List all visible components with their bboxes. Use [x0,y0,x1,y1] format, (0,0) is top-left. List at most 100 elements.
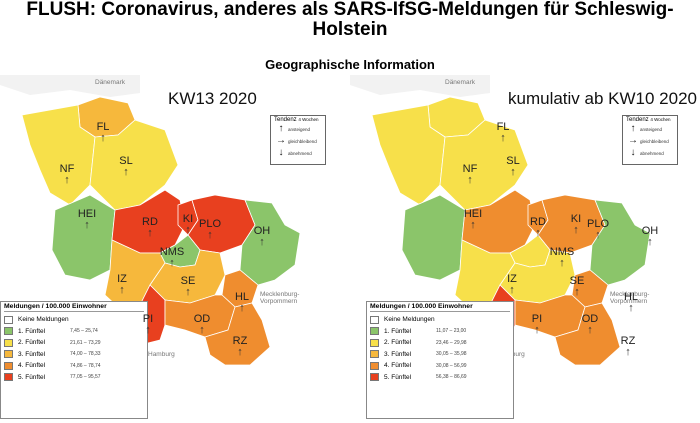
district-code: RD [530,216,546,228]
label-denmark: Dänemark [445,79,475,86]
district-code: NF [59,163,75,175]
trend-arrow-icon: ↑ [509,284,515,296]
arrow-up-icon: ↑ [630,123,636,134]
tendency-row-up: ↑ ansteigend [274,123,322,135]
trend-arrow-icon: ↑ [500,132,506,144]
district-code: RZ [620,335,636,347]
district-RZ [554,302,621,366]
legend-swatch [370,361,379,370]
district-code: HEI [463,208,483,220]
choropleth-map-cumulative [350,75,651,366]
trend-arrow-icon: ↑ [595,229,601,241]
tendency-label: ansteigend [288,126,311,132]
legend-row-q5: 5. Fünftel 77,05 – 95,57 [4,372,144,384]
tendency-label: gleichbleibend [288,138,317,144]
trend-arrow-icon: ↑ [535,227,541,239]
trend-arrow-icon: ↑ [64,174,70,186]
district-PLO [537,194,606,254]
district-label-FL: FL ↑ [97,122,110,144]
district-label-KI: KI ↑ [183,214,193,236]
trend-arrow-icon: ↑ [467,174,473,186]
district-PLO [187,194,256,254]
legend-range: 77,05 – 95,57 [70,374,101,381]
trend-arrow-icon: ↑ [239,302,245,314]
tendency-row-flat: → gleichbleibend [274,135,322,147]
tendency-label: ansteigend [640,126,663,132]
district-code: NMS [159,246,185,258]
legend-swatch [370,373,379,382]
tendency-row-down: ↓ abnehmend [274,147,322,159]
district-code: SE [180,275,196,287]
legend-row-q2: 2. Fünftel 21,61 – 73,29 [4,337,144,349]
district-label-PLO: PLO ↑ [199,219,221,241]
district-code: PI [531,313,543,325]
tendency-label: abnehmend [640,150,664,156]
trend-arrow-icon: ↑ [574,286,580,298]
legend-label: Keine Meldungen [384,316,435,324]
district-code: RZ [232,335,248,347]
legend-row-q5: 5. Fünftel 56,38 – 86,69 [370,372,510,384]
district-code: NF [462,163,478,175]
trend-arrow-icon: ↑ [628,302,634,314]
district-code: OD [193,313,211,325]
arrow-up-icon: ↑ [278,123,284,134]
trend-arrow-icon: ↑ [123,166,129,178]
district-label-OD: OD ↑ [582,314,599,336]
trend-arrow-icon: ↑ [587,324,593,336]
trend-arrow-icon: ↑ [147,227,153,239]
legend-range: 21,61 – 73,29 [70,339,101,346]
trend-arrow-icon: ↑ [185,224,191,236]
district-HEI [401,194,466,281]
district-code: FL [496,121,510,133]
legend-swatch [4,338,13,347]
district-code: NMS [549,246,575,258]
district-label-PI: PI ↑ [143,314,153,336]
district-code: SE [569,275,585,287]
tendency-legend: Tendenz 4 Wochen ↑ ansteigend → gleichblei… [622,115,678,165]
district-label-NF: NF ↑ [60,164,75,186]
district-label-OD: OD ↑ [194,314,211,336]
legend-swatch [370,327,379,336]
legend-swatch [4,373,13,382]
legend-swatch [370,315,379,324]
choropleth-map-kw13 [0,75,301,366]
tendency-title-text: Tendenz [274,117,297,123]
district-label-HL: HL ↑ [235,292,249,314]
legend-label: Keine Meldungen [18,316,69,324]
arrow-down-icon: ↓ [630,147,636,158]
district-NF [21,104,96,206]
district-label-PI: PI ↑ [532,314,542,336]
district-label-SE: SE ↑ [181,276,196,298]
legend-label: 2. Fünftel [18,339,46,347]
legend-row-q1: 1. Fünftel 7,45 – 25,74 [4,326,144,338]
legend-range: 74,86 – 78,74 [70,362,101,369]
trend-arrow-icon: ↑ [185,286,191,298]
district-label-HL: HL ↑ [624,292,638,314]
trend-arrow-icon: ↑ [145,324,151,336]
district-label-HEI: HEI ↑ [464,209,482,231]
label-mv: Mecklenburg-Vorpommern [610,291,650,305]
district-label-SL: SL ↑ [506,156,519,178]
label-mv: Mecklenburg-Vorpommern [260,291,300,305]
district-code: PLO [586,218,610,230]
district-code: RD [142,216,158,228]
tendency-row-flat: → gleichbleibend [626,135,674,147]
district-label-IZ: IZ ↑ [507,274,517,296]
legend-label: 4. Fünftel [18,362,46,370]
district-label-KI: KI ↑ [571,214,581,236]
legend-swatch [370,350,379,359]
legend-swatch [4,327,13,336]
legend-range: 30,08 – 56,99 [436,362,467,369]
district-label-PLO: PLO ↑ [587,219,609,241]
district-label-RD: RD ↑ [530,217,546,239]
legend-range: 23,46 – 29,98 [436,339,467,346]
trend-arrow-icon: ↑ [259,236,265,248]
district-label-IZ: IZ ↑ [117,274,127,296]
trend-arrow-icon: ↑ [470,219,476,231]
legend-label: 1. Fünftel [384,327,412,335]
tendency-suffix: 4 Wochen [298,117,319,122]
legend-label: 2. Fünftel [384,339,412,347]
district-label-FL: FL ↑ [497,122,510,144]
legend-title: Meldungen / 100.000 Einwohner [370,303,510,312]
district-code: FL [96,121,110,133]
